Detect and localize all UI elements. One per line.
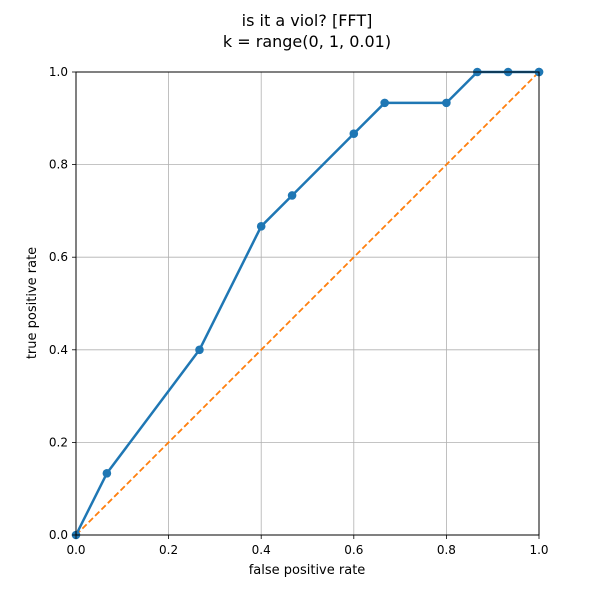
roc-point-marker	[287, 191, 297, 200]
chance-diagonal-line	[75, 71, 540, 536]
roc-point-marker	[256, 222, 266, 231]
roc-point-marker	[380, 98, 389, 108]
x-tick-label: 0.2	[159, 543, 178, 557]
axis-ticks: 0.0 0.2 0.4 0.6 0.8 1.0 0.0 0.2 0.4 0.6 0.8 1.0	[49, 65, 549, 557]
y-tick-label: 0.6	[49, 250, 68, 264]
plot-frame	[75, 71, 540, 536]
x-axis-label: false positive rate	[249, 563, 366, 578]
x-tick-label: 0.0	[66, 543, 85, 557]
y-tick-label: 0.4	[49, 343, 68, 357]
chart-title: is it a viol? [FFT]	[242, 11, 373, 30]
x-tick-label: 0.4	[252, 543, 271, 557]
y-tick-label: 0.2	[49, 435, 68, 449]
x-tick-label: 0.6	[344, 543, 363, 557]
roc-point-marker	[102, 468, 112, 478]
y-tick-label: 1.0	[49, 65, 68, 79]
y-axis-label: true positive rate	[25, 247, 40, 359]
x-tick-label: 0.8	[437, 543, 456, 557]
x-tick-label: 1.0	[529, 543, 548, 557]
y-tick-label: 0.0	[49, 528, 68, 542]
roc-point-marker	[349, 129, 359, 139]
roc-point-marker	[442, 98, 451, 108]
roc-point-marker	[195, 345, 204, 355]
y-tick-label: 0.8	[49, 158, 68, 172]
chart-subtitle: k = range(0, 1, 0.01)	[223, 32, 391, 51]
series-layer	[71, 67, 544, 540]
